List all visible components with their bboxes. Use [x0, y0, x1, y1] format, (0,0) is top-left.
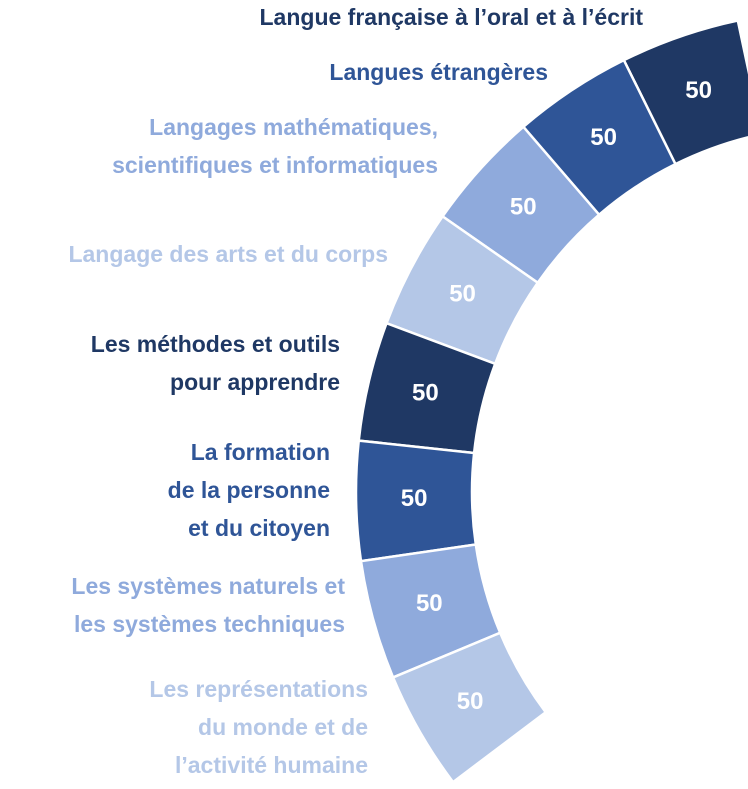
value-label: 50 — [510, 193, 537, 220]
value-label: 50 — [685, 77, 712, 104]
category-label: Les méthodes et outils — [91, 331, 340, 357]
category-label: du monde et de — [198, 714, 368, 740]
value-label: 50 — [416, 590, 443, 617]
category-label: Langue française à l’oral et à l’écrit — [260, 4, 644, 30]
segment — [391, 631, 548, 784]
category-label: La formation — [191, 439, 330, 465]
category-label: de la personne — [168, 477, 330, 503]
category-label: l’activité humaine — [175, 752, 368, 778]
value-label: 50 — [457, 688, 484, 715]
category-label: les systèmes techniques — [74, 611, 345, 637]
category-label: Les systèmes naturels et — [71, 573, 345, 599]
category-label: et du citoyen — [188, 515, 330, 541]
category-label: Langages mathématiques, — [149, 114, 438, 140]
value-label: 50 — [449, 280, 476, 307]
category-label: pour apprendre — [170, 369, 340, 395]
category-label: Les représentations — [149, 676, 368, 702]
value-label: 50 — [412, 380, 439, 407]
value-label: 50 — [401, 485, 428, 512]
value-label: 50 — [590, 124, 617, 151]
category-label: Langues étrangères — [329, 59, 548, 85]
category-label: Langage des arts et du corps — [68, 241, 388, 267]
category-label: scientifiques et informatiques — [112, 152, 438, 178]
